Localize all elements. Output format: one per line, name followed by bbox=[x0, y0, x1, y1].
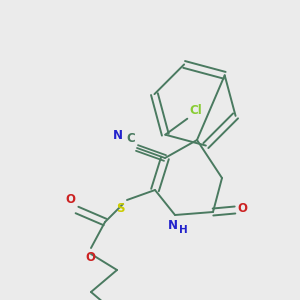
Text: N: N bbox=[168, 219, 178, 232]
Text: S: S bbox=[116, 202, 125, 215]
Text: O: O bbox=[237, 202, 247, 215]
Text: C: C bbox=[126, 132, 135, 145]
Text: H: H bbox=[178, 225, 188, 235]
Text: O: O bbox=[65, 193, 75, 206]
Text: Cl: Cl bbox=[189, 104, 202, 117]
Text: N: N bbox=[113, 129, 123, 142]
Text: O: O bbox=[85, 251, 95, 264]
